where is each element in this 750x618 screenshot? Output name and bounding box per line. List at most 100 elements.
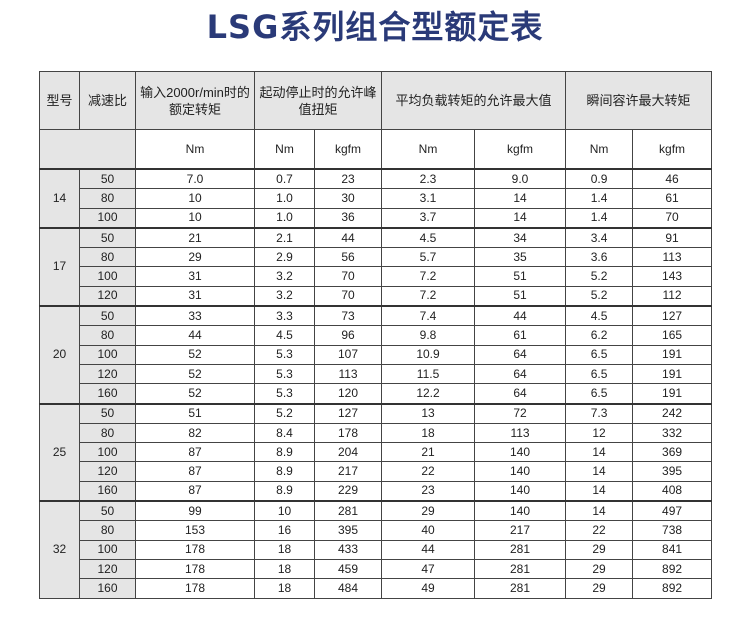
value-cell: 5.3 <box>254 363 315 385</box>
value-cell: 72 <box>474 402 567 424</box>
ratio-cell: 50 <box>79 402 136 424</box>
value-cell: 22 <box>565 520 634 541</box>
value-cell: 47 <box>381 558 476 580</box>
value-cell: 34 <box>474 226 567 249</box>
value-cell: 1.0 <box>254 207 315 229</box>
value-cell: 22 <box>381 461 476 482</box>
value-cell: 16 <box>254 520 315 541</box>
value-cell: 29 <box>565 539 634 560</box>
value-cell: 395 <box>313 520 383 541</box>
ratio-cell: 50 <box>79 226 136 249</box>
unit-nm: Nm <box>254 129 315 170</box>
value-cell: 281 <box>474 578 567 599</box>
value-cell: 113 <box>474 422 567 444</box>
value-cell: 44 <box>135 325 255 346</box>
value-cell: 18 <box>254 558 315 580</box>
value-cell: 87 <box>135 480 255 502</box>
value-cell: 5.7 <box>381 247 476 268</box>
value-cell: 178 <box>135 539 255 560</box>
value-cell: 178 <box>313 422 383 444</box>
ratio-cell: 50 <box>79 168 136 190</box>
header-peak-torque: 起动停止时的允许峰值扭矩 <box>253 71 383 130</box>
unit-kgfm: kgfm <box>313 129 383 170</box>
ratio-cell: 50 <box>79 305 136 327</box>
value-cell: 18 <box>254 539 315 560</box>
value-cell: 178 <box>135 558 255 580</box>
value-cell: 14 <box>565 461 634 482</box>
value-cell: 29 <box>565 558 634 580</box>
value-cell: 10 <box>254 500 315 522</box>
value-cell: 459 <box>313 558 383 580</box>
value-cell: 18 <box>254 578 315 599</box>
value-cell: 2.3 <box>381 168 476 190</box>
value-cell: 64 <box>474 344 567 365</box>
value-cell: 433 <box>313 539 383 560</box>
value-cell: 7.0 <box>135 168 255 190</box>
ratio-cell: 80 <box>79 422 136 444</box>
value-cell: 7.3 <box>565 402 634 424</box>
value-cell: 14 <box>565 500 634 522</box>
ratio-cell: 120 <box>79 461 136 482</box>
value-cell: 8.4 <box>254 422 315 444</box>
value-cell: 5.3 <box>254 383 315 405</box>
value-cell: 21 <box>135 226 255 249</box>
value-cell: 11.5 <box>381 363 476 385</box>
value-cell: 6.2 <box>565 325 634 346</box>
ratio-cell: 120 <box>79 285 136 307</box>
value-cell: 3.2 <box>254 266 315 287</box>
value-cell: 21 <box>381 442 476 463</box>
table-row: 32509910281291401449751 <box>39 500 713 599</box>
table-row: 12017818459472812989291 <box>40 558 713 580</box>
value-cell: 14 <box>474 188 567 209</box>
value-cell: 8.9 <box>254 442 315 463</box>
model-cell: 17 <box>39 226 80 307</box>
value-cell: 107 <box>313 344 383 365</box>
value-cell: 64 <box>474 363 567 385</box>
value-cell: 10.9 <box>381 344 476 365</box>
value-cell: 61 <box>474 325 567 346</box>
value-cell: 153 <box>135 520 255 541</box>
value-cell: 242 <box>632 402 713 424</box>
value-cell: 892 <box>632 558 713 580</box>
value-cell: 46 <box>632 168 713 190</box>
value-cell: 3.4 <box>565 226 634 249</box>
unit-kgfm: kgfm <box>474 129 567 170</box>
ratio-cell: 100 <box>79 266 136 287</box>
ratio-cell: 80 <box>79 247 136 268</box>
value-cell: 12.2 <box>381 383 476 405</box>
value-cell: 52 <box>135 363 255 385</box>
value-cell: 44 <box>313 226 383 249</box>
value-cell: 1.4 <box>565 207 634 229</box>
value-cell: 3.1 <box>381 188 476 209</box>
value-cell: 395 <box>632 461 713 482</box>
value-cell: 0.9 <box>565 168 634 190</box>
value-cell: 51 <box>135 402 255 424</box>
value-cell: 7.2 <box>381 266 476 287</box>
value-cell: 44 <box>474 305 567 327</box>
ratio-cell: 160 <box>79 578 136 599</box>
header-ratio: 减速比 <box>79 71 136 130</box>
value-cell: 23 <box>381 480 476 502</box>
ratio-cell: 100 <box>79 442 136 463</box>
value-cell: 113 <box>313 363 383 385</box>
ratio-cell: 100 <box>79 207 136 229</box>
ratio-cell: 120 <box>79 558 136 580</box>
value-cell: 281 <box>474 558 567 580</box>
value-cell: 14 <box>474 207 567 229</box>
unit-nm: Nm <box>381 129 476 170</box>
table-row: 10017818433442812984186 <box>40 539 713 560</box>
value-cell: 0.7 <box>254 168 315 190</box>
value-cell: 29 <box>135 247 255 268</box>
value-cell: 30 <box>313 188 383 209</box>
ratio-cell: 100 <box>79 344 136 365</box>
header-instant-max-torque: 瞬间容许最大转矩 <box>565 71 713 130</box>
unit-nm: Nm <box>565 129 634 170</box>
value-cell: 61 <box>632 188 713 209</box>
value-cell: 5.2 <box>565 266 634 287</box>
